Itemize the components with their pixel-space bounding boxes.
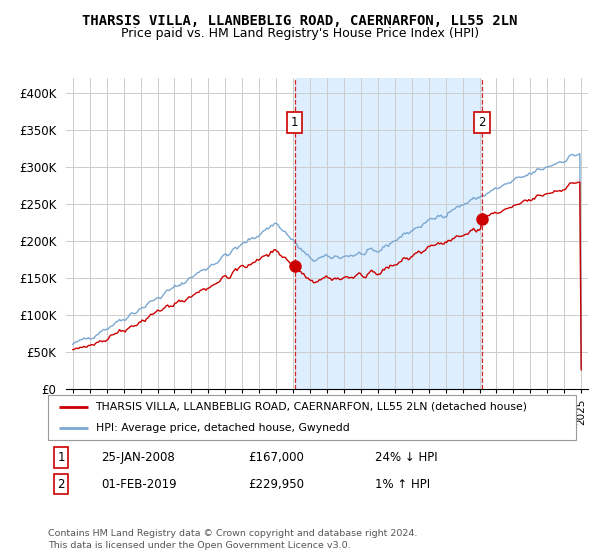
Text: THARSIS VILLA, LLANBEBLIG ROAD, CAERNARFON, LL55 2LN (detached house): THARSIS VILLA, LLANBEBLIG ROAD, CAERNARF…: [95, 402, 527, 412]
Text: 1: 1: [291, 116, 298, 129]
Text: THARSIS VILLA, LLANBEBLIG ROAD, CAERNARFON, LL55 2LN: THARSIS VILLA, LLANBEBLIG ROAD, CAERNARF…: [82, 14, 518, 28]
Text: 2: 2: [58, 478, 65, 491]
Text: 2: 2: [479, 116, 486, 129]
Text: Price paid vs. HM Land Registry's House Price Index (HPI): Price paid vs. HM Land Registry's House …: [121, 27, 479, 40]
Text: 1% ↑ HPI: 1% ↑ HPI: [376, 478, 430, 491]
Text: £167,000: £167,000: [248, 451, 305, 464]
Text: £229,950: £229,950: [248, 478, 305, 491]
FancyBboxPatch shape: [48, 395, 576, 440]
Text: HPI: Average price, detached house, Gwynedd: HPI: Average price, detached house, Gwyn…: [95, 422, 349, 432]
Text: 01-FEB-2019: 01-FEB-2019: [101, 478, 176, 491]
Bar: [295, 78, 482, 389]
Text: 25-JAN-2008: 25-JAN-2008: [101, 451, 175, 464]
Text: Contains HM Land Registry data © Crown copyright and database right 2024.
This d: Contains HM Land Registry data © Crown c…: [48, 529, 418, 550]
Text: 1: 1: [58, 451, 65, 464]
Text: 24% ↓ HPI: 24% ↓ HPI: [376, 451, 438, 464]
